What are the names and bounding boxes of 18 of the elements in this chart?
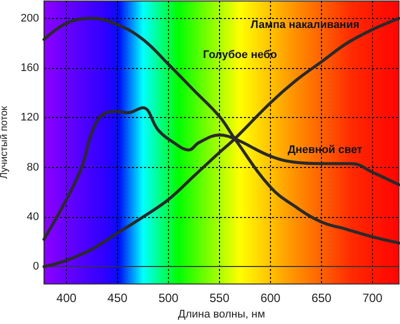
annotation: Дневной свет — [288, 144, 363, 156]
y-tick-label: 40 — [26, 210, 39, 223]
y-tick-label: 160 — [20, 62, 39, 74]
x-tick-label: 450 — [107, 291, 128, 305]
x-tick-label: 600 — [260, 291, 281, 305]
y-axis-title: Лучистый поток — [0, 105, 10, 179]
x-tick-label: 700 — [362, 291, 383, 305]
annotation: Лампа накаливания — [250, 19, 360, 31]
x-tick-label: 500 — [158, 291, 179, 305]
x-tick-label: 400 — [56, 291, 77, 305]
y-tick-label: 0 — [32, 260, 39, 273]
x-tick-label: 650 — [311, 291, 332, 305]
y-tick-label: 200 — [20, 12, 39, 24]
y-tick-label: 80 — [26, 161, 39, 174]
x-tick-label: 550 — [209, 291, 230, 305]
y-tick-label: 120 — [20, 112, 39, 124]
annotation: Голубое небо — [203, 49, 278, 61]
x-axis-title: Длина волны, нм — [178, 308, 266, 320]
